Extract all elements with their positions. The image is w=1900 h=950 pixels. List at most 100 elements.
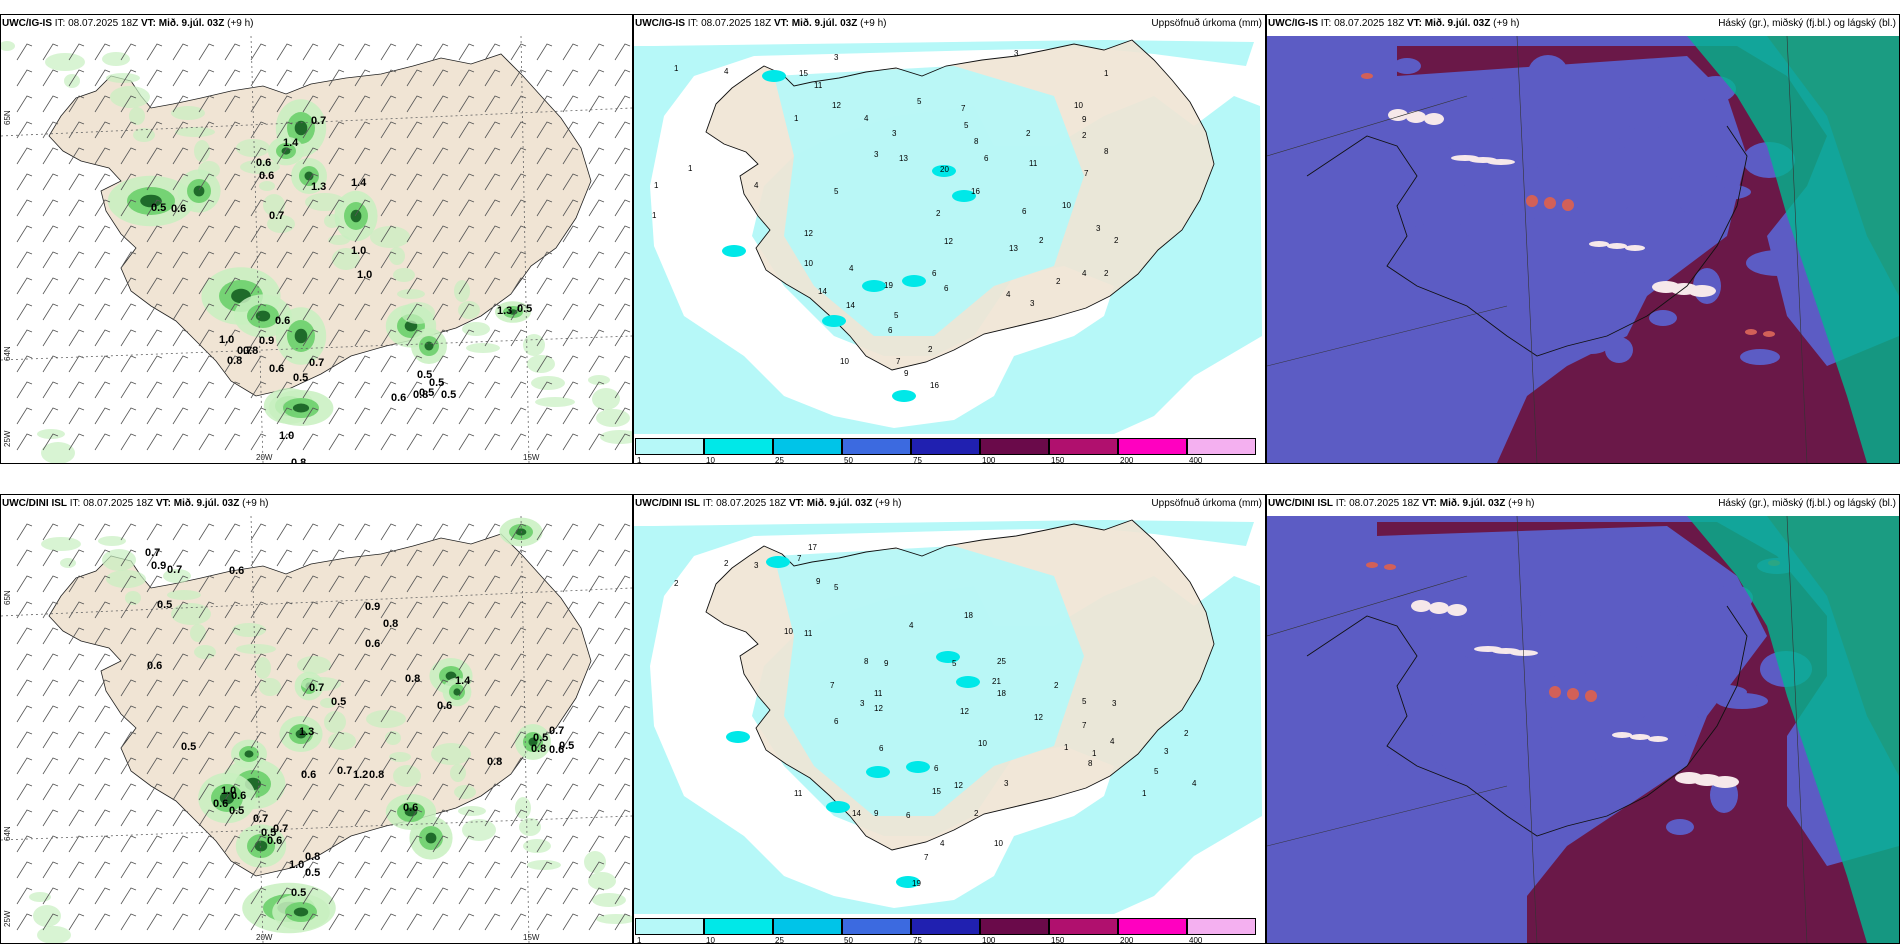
- wind-barb: [406, 731, 423, 749]
- wind-barb: [328, 549, 345, 567]
- wind-barb: [68, 705, 85, 723]
- wind-barb: [94, 627, 111, 645]
- wind-barb: [120, 601, 137, 619]
- precip-amount-label: 10: [994, 839, 1003, 848]
- wind-barb: [562, 835, 579, 853]
- wind-barb: [172, 731, 189, 749]
- precip-value-label: 1.0: [351, 245, 366, 257]
- colorbar-cell: 150: [1049, 918, 1118, 943]
- wind-barb: [276, 835, 293, 853]
- wind-barb: [588, 523, 605, 541]
- wind-barb: [302, 303, 319, 321]
- wind-barb: [94, 381, 111, 399]
- precip-amount-label: 2: [974, 809, 979, 818]
- wind-barbs: [16, 43, 631, 451]
- wind-barb: [406, 303, 423, 321]
- wind-barb: [562, 251, 579, 269]
- wind-barb: [68, 575, 85, 593]
- wind-barb: [536, 355, 553, 373]
- wind-barb: [42, 809, 59, 827]
- wind-barb: [224, 861, 241, 879]
- wind-barb: [250, 861, 267, 879]
- wind-barb: [172, 835, 189, 853]
- precip-value-label: 0.6: [549, 744, 564, 756]
- wind-barb: [406, 147, 423, 165]
- wind-barb: [458, 381, 475, 399]
- precip-amount-label: 4: [864, 114, 869, 123]
- wind-barb: [68, 549, 85, 567]
- wind-barb: [328, 43, 345, 61]
- wind-barb: [302, 861, 319, 879]
- wind-barb: [250, 679, 267, 697]
- precip-value-label: 0.8: [413, 389, 428, 401]
- panel-right-title: Uppsöfnuð úrkoma (mm): [1151, 498, 1262, 509]
- wind-barb: [94, 225, 111, 243]
- wind-barb: [276, 861, 293, 879]
- wind-barb: [146, 303, 163, 321]
- wind-barb: [588, 303, 605, 321]
- wind-barb: [588, 653, 605, 671]
- wind-barb: [276, 627, 293, 645]
- precip-value-label: 0.5: [559, 740, 574, 752]
- wind-barb: [120, 69, 137, 87]
- wind-barb: [614, 757, 631, 775]
- wind-barb: [328, 251, 345, 269]
- wind-barb: [198, 69, 215, 87]
- precip-value-label: 1.3: [497, 305, 512, 317]
- precip-amount-label: 2: [1104, 269, 1109, 278]
- precip-amount-label: 6: [932, 269, 937, 278]
- wind-barb: [510, 121, 527, 139]
- wind-barb: [120, 303, 137, 321]
- precip-amount-label: 7: [797, 554, 802, 563]
- wind-barb: [328, 861, 345, 879]
- precip-amount-label: 9: [884, 659, 889, 668]
- precip-amount-label: 19: [884, 281, 893, 290]
- wind-barb: [302, 381, 319, 399]
- wind-barb: [120, 173, 137, 191]
- wind-barb: [536, 407, 553, 425]
- wind-barb: [354, 199, 371, 217]
- wind-barb: [406, 199, 423, 217]
- precip-amount-label: 11: [814, 81, 823, 90]
- wind-barb: [380, 861, 397, 879]
- cloud-map: [1267, 516, 1899, 943]
- wind-barb: [68, 835, 85, 853]
- wind-barb: [42, 355, 59, 373]
- precip-value-label: 1.0: [357, 269, 372, 281]
- wind-barb: [536, 523, 553, 541]
- wind-barb: [328, 601, 345, 619]
- wind-barb: [224, 653, 241, 671]
- wind-barb: [94, 199, 111, 217]
- wind-barb: [198, 887, 215, 905]
- wind-barb: [380, 277, 397, 295]
- wind-barb: [172, 653, 189, 671]
- wind-barb: [146, 199, 163, 217]
- wind-barb: [328, 913, 345, 931]
- colorbar-tick: 400: [1189, 456, 1203, 464]
- colorbar-tick: 1: [637, 456, 642, 464]
- wind-barb: [354, 381, 371, 399]
- wind-barb: [432, 69, 449, 87]
- wind-barb: [120, 835, 137, 853]
- precip-value-label: 1.3: [299, 726, 314, 738]
- precip-amount-label: 9: [816, 577, 821, 586]
- wind-barb: [302, 69, 319, 87]
- wind-barb: [250, 835, 267, 853]
- wind-barb: [250, 147, 267, 165]
- wind-barb: [42, 835, 59, 853]
- precip-value-label: 1.4: [455, 675, 471, 687]
- wind-barb: [172, 913, 189, 931]
- colorbar-tick: 25: [775, 456, 784, 464]
- wind-barb: [562, 783, 579, 801]
- wind-barb: [458, 601, 475, 619]
- wind-barb: [68, 277, 85, 295]
- wind-barb: [172, 303, 189, 321]
- wind-barb: [16, 329, 33, 347]
- wind-barb: [354, 251, 371, 269]
- wind-barb: [172, 757, 189, 775]
- wind-barb: [432, 407, 449, 425]
- precip-amount-label: 1: [674, 64, 679, 73]
- wind-barb: [458, 757, 475, 775]
- colorbar-tick: 10: [706, 456, 715, 464]
- wind-barb: [120, 783, 137, 801]
